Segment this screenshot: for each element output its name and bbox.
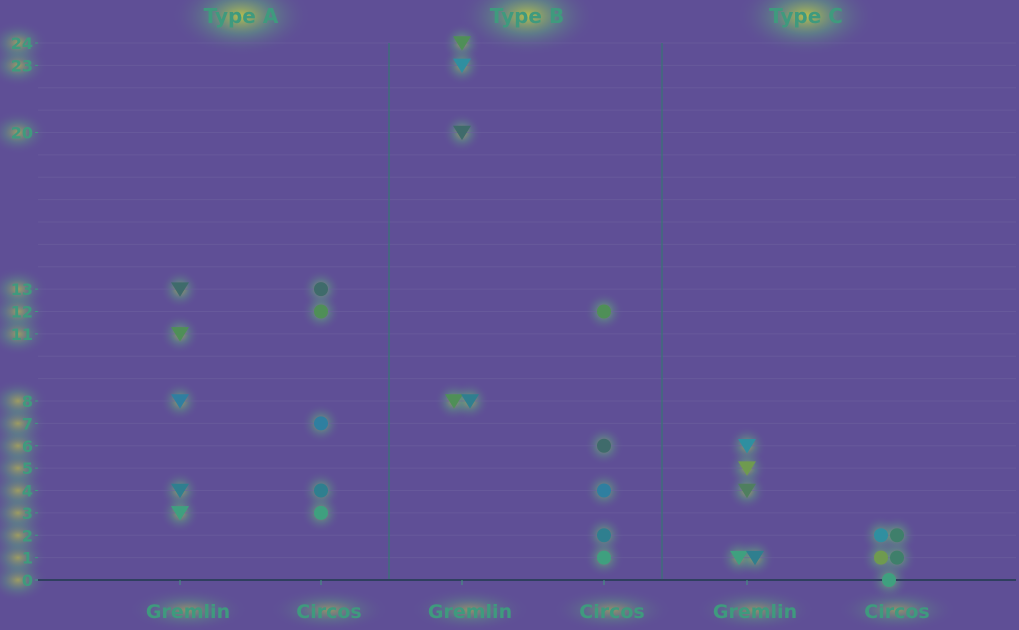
ytick-label: 6 [22,437,33,456]
ytick-label: 20 [11,124,33,143]
circle-marker [314,305,328,319]
ytick-label: 8 [22,392,33,411]
panel-title: Type B [490,4,564,28]
xtick-label: Gremlin [146,601,230,623]
panel-title: Type A [204,4,279,28]
ytick-label: 2 [22,526,33,545]
circle-marker [874,551,888,565]
panel-title: Type C [769,4,843,28]
ytick-label: 11 [11,325,33,344]
xtick-label: Circos [864,601,929,623]
circle-marker [874,528,888,542]
ytick-label: 24 [11,34,33,53]
xtick-label: Gremlin [428,601,512,623]
ytick-label: 12 [11,303,33,322]
xtick-label: Gremlin [713,601,797,623]
ytick-label: 7 [22,414,33,433]
circle-marker [890,551,904,565]
ytick-label: 1 [22,549,33,568]
ytick-label: 0 [22,571,33,590]
xtick-label: Circos [579,601,644,623]
circle-marker [597,305,611,319]
ytick-label: 13 [11,280,33,299]
circle-marker [314,282,328,296]
circle-marker [314,416,328,430]
circle-marker [597,528,611,542]
circle-marker [890,528,904,542]
ytick-label: 4 [22,482,33,501]
circle-marker [314,484,328,498]
circle-marker [597,551,611,565]
xtick-label: Circos [296,601,361,623]
circle-marker [314,506,328,520]
circle-marker [597,484,611,498]
ytick-label: 5 [22,459,33,478]
circle-marker [597,439,611,453]
ytick-label: 23 [11,56,33,75]
circle-marker [882,573,896,587]
ytick-label: 3 [22,504,33,523]
